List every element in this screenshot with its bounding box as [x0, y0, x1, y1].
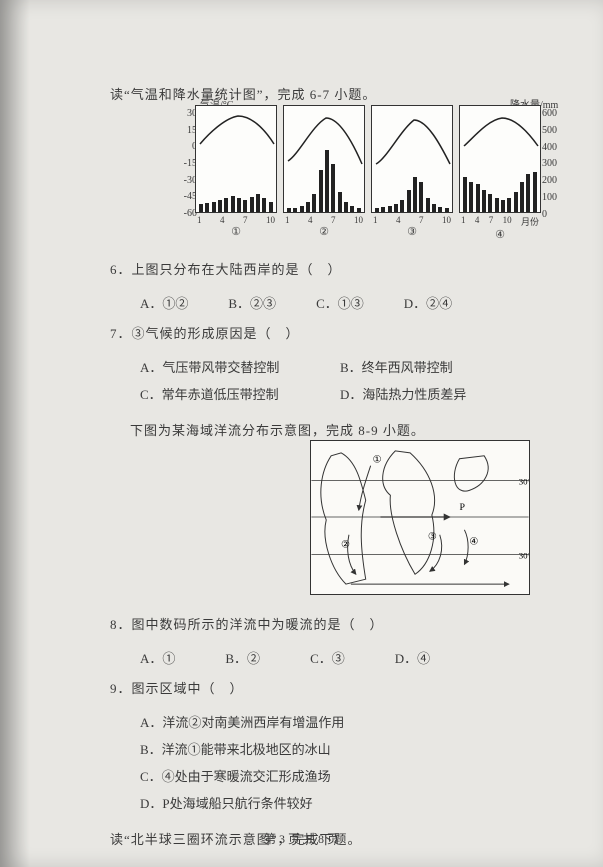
q9-options: A．洋流②对南美洲西岸有增温作用 B．洋流①能带来北极地区的冰山 C．④处由于寒…	[140, 712, 540, 820]
q6-opt-a: A．①②	[140, 293, 188, 312]
lat-30s: 30°	[519, 550, 529, 560]
climate-chart-1: 14710①	[195, 105, 277, 235]
q9-stem: 9．图示区域中（ ）	[110, 679, 540, 700]
climate-charts: 14710①14710②14710③14710月份④	[195, 105, 555, 245]
q6-opt-c: C．①③	[316, 293, 364, 312]
q8-options: A．① B．② C．③ D．④	[140, 648, 540, 667]
q7-opt-b: B．终年西风带控制	[340, 357, 540, 376]
q9-opt-a: A．洋流②对南美洲西岸有增温作用	[140, 712, 360, 731]
svg-text:④: ④	[469, 537, 478, 548]
q8-stem: 8．图中数码所示的洋流中为暖流的是（ ）	[110, 615, 540, 636]
intro-ocean: 下图为某海域洋流分布示意图，完成 8-9 小题。	[130, 421, 540, 442]
climate-chart-2: 14710②	[283, 105, 365, 235]
q6-stem: 6．上图只分布在大陆西岸的是（ ）	[110, 260, 540, 281]
yaxis-temp: 30150 -15-30-45 -60	[175, 108, 197, 220]
q9-opt-d: D．P处海域船只航行条件较好	[140, 793, 340, 812]
svg-text:P: P	[459, 502, 465, 513]
q6-opt-d: D．②④	[404, 293, 452, 312]
lat-30n: 30°	[519, 476, 529, 486]
q7-options: A．气压带风带交替控制 B．终年西风带控制 C．常年赤道低压带控制 D．海陆热力…	[140, 357, 540, 411]
q7-stem: 7．③气候的形成原因是（ ）	[110, 324, 540, 345]
q6-opt-b: B．②③	[228, 293, 276, 312]
q8-opt-d: D．④	[395, 648, 430, 667]
q8-opt-b: B．②	[225, 648, 260, 667]
q7-opt-d: D．海陆热力性质差异	[340, 384, 540, 403]
q9-opt-b: B．洋流①能带来北极地区的冰山	[140, 739, 340, 758]
svg-text:③: ③	[428, 532, 437, 543]
q9-opt-c: C．④处由于寒暖流交汇形成渔场	[140, 766, 360, 785]
q7-opt-a: A．气压带风带交替控制	[140, 357, 340, 376]
climate-chart-4: 14710月份④	[459, 105, 541, 235]
ocean-current-map: 30° 30° ① ② ③ ④ P	[310, 440, 530, 595]
q8-opt-c: C．③	[310, 648, 345, 667]
q6-options: A．①② B．②③ C．①③ D．②④	[140, 293, 540, 312]
page-footer: 第 3 页 共 8 页	[0, 830, 603, 847]
q8-opt-a: A．①	[140, 648, 175, 667]
climate-chart-3: 14710③	[371, 105, 453, 235]
q7-opt-c: C．常年赤道低压带控制	[140, 384, 340, 403]
svg-text:①: ①	[373, 455, 382, 466]
intro-climate: 读“气温和降水量统计图”，完成 6-7 小题。	[110, 85, 540, 106]
svg-text:②: ②	[341, 540, 350, 551]
